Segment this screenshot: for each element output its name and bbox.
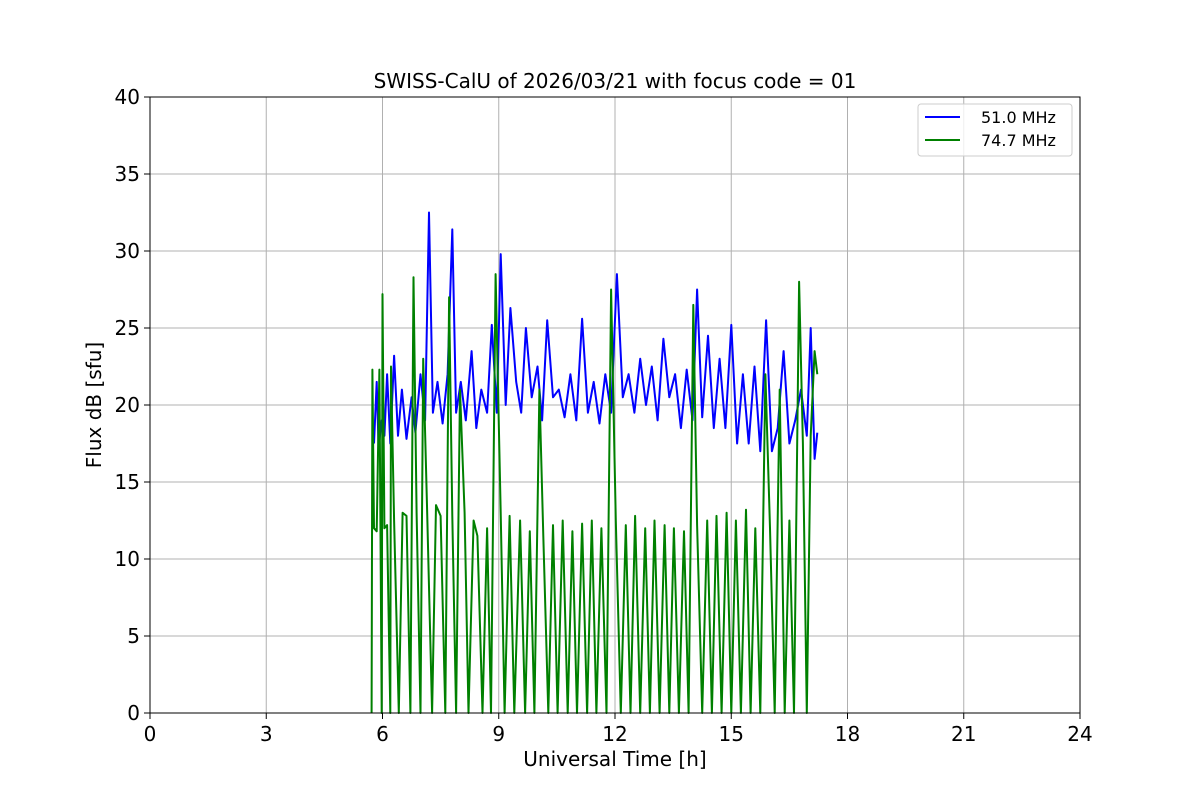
y-tick-label: 40 — [115, 85, 140, 109]
series-layer — [370, 211, 819, 714]
x-tick-label: 12 — [602, 722, 627, 746]
y-ticks: 0 5 10 15 20 25 30 35 40 — [115, 85, 150, 725]
y-tick-label: 10 — [115, 547, 140, 571]
x-tick-label: 24 — [1067, 722, 1092, 746]
y-tick-label: 25 — [115, 316, 140, 340]
legend-label-74-mhz: 74.7 MHz — [981, 131, 1056, 150]
y-tick-label: 0 — [127, 701, 140, 725]
legend-label-51-mhz: 51.0 MHz — [981, 108, 1056, 127]
series-line-0 — [373, 211, 819, 460]
y-tick-label: 15 — [115, 470, 140, 494]
series-line-1 — [370, 273, 819, 714]
chart-title: SWISS-CalU of 2026/03/21 with focus code… — [374, 69, 857, 93]
x-tick-label: 15 — [719, 722, 744, 746]
y-tick-label: 30 — [115, 239, 140, 263]
x-tick-label: 18 — [835, 722, 860, 746]
y-axis-label: Flux dB [sfu] — [82, 342, 106, 468]
x-tick-label: 0 — [144, 722, 157, 746]
x-axis-label: Universal Time [h] — [523, 747, 706, 771]
x-ticks: 0 3 6 9 12 15 18 21 24 — [144, 713, 1093, 746]
legend: 51.0 MHz 74.7 MHz — [917, 103, 1073, 157]
x-tick-label: 9 — [492, 722, 505, 746]
y-tick-label: 20 — [115, 393, 140, 417]
x-tick-label: 3 — [260, 722, 273, 746]
x-tick-label: 21 — [951, 722, 976, 746]
y-tick-label: 5 — [127, 624, 140, 648]
y-tick-label: 35 — [115, 162, 140, 186]
x-tick-label: 6 — [376, 722, 389, 746]
